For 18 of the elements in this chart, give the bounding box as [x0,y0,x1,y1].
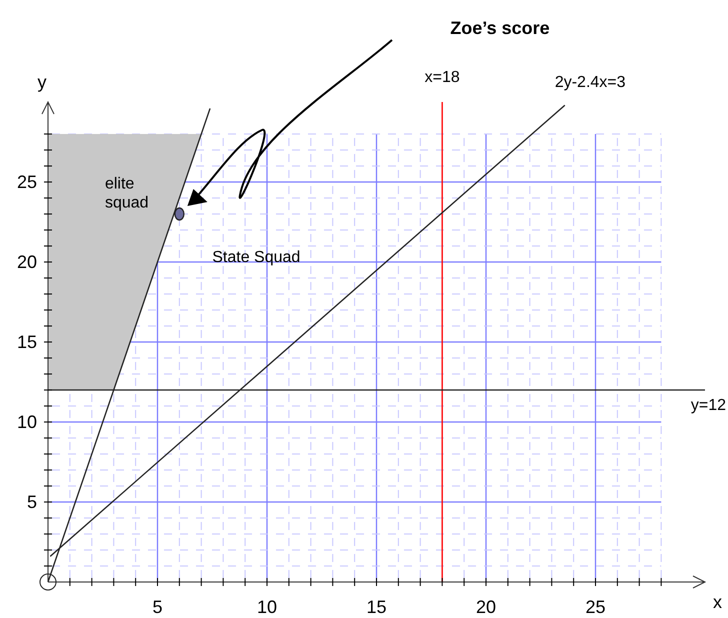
x-tick-label: 25 [585,596,606,617]
y-tick-label: 20 [16,252,37,272]
ref-line-label: x=18 [424,69,460,86]
ref-line-label: y=12 [690,397,726,414]
y-tick-label: 15 [16,332,37,352]
y-tick-label: 10 [16,412,37,432]
series-label: 2y-2.4x=3 [554,74,626,92]
y-tick-label: 5 [26,492,37,512]
x-axis-title: x [713,592,722,612]
x-tick-label: 10 [256,596,278,617]
x-tick-label: 15 [366,596,387,617]
x-tick-label: 20 [476,596,496,617]
annotation: elite squad [104,175,149,212]
y-axis-title: y [38,72,46,92]
x-tick-label: 5 [152,596,163,617]
annotation: State Squad [212,249,300,266]
y-tick-label: 25 [16,172,37,192]
text: Zoe’s score [450,18,550,38]
